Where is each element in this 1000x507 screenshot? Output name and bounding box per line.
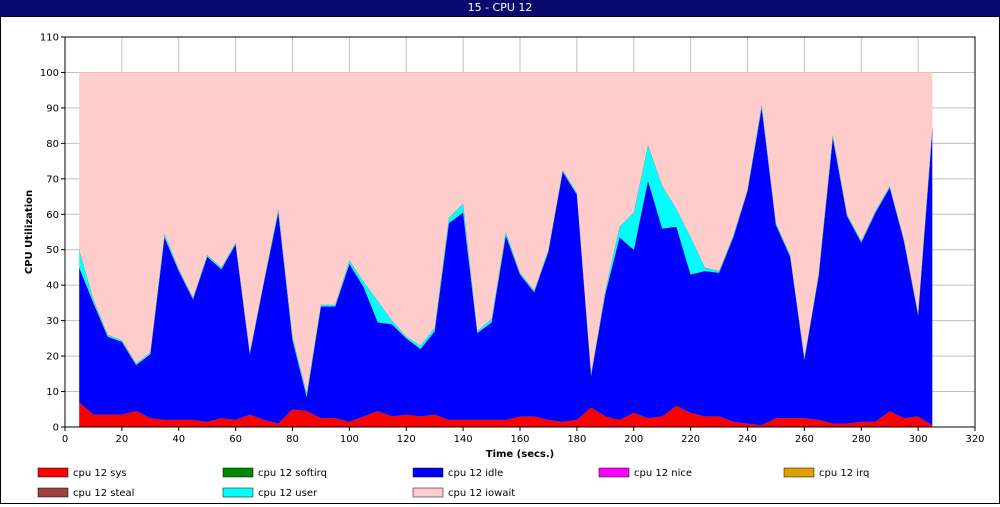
legend-label-cpu-12-softirq: cpu 12 softirq	[258, 468, 327, 479]
y-tick-label: 80	[46, 139, 59, 150]
legend-swatch-cpu-12-nice	[598, 467, 630, 478]
window-title: 15 - CPU 12	[0, 0, 1000, 16]
y-tick-label: 50	[46, 245, 59, 256]
area-cpu-12-idle	[79, 107, 933, 426]
legend-swatch-cpu-12-steal	[37, 487, 69, 498]
x-tick-label: 60	[229, 434, 242, 445]
x-tick-label: 240	[738, 434, 757, 445]
x-tick-label: 300	[909, 434, 928, 445]
legend-label-cpu-12-steal: cpu 12 steal	[73, 488, 134, 499]
legend-label-cpu-12-sys: cpu 12 sys	[73, 468, 127, 479]
y-tick-label: 20	[46, 352, 59, 363]
x-tick-labels: 0 20 40 60 80 100 120 140 160 180 200 220 240 260 280 3…	[62, 427, 985, 445]
x-tick-label: 160	[510, 434, 529, 445]
legend-label-cpu-12-iowait: cpu 12 iowait	[448, 488, 515, 499]
legend-label-cpu-12-nice: cpu 12 nice	[634, 468, 692, 479]
area-cpu-12-sys	[79, 402, 933, 427]
legend-swatch-cpu-12-user	[222, 487, 254, 498]
y-tick-label: 60	[46, 210, 59, 221]
x-tick-label: 320	[965, 434, 984, 445]
legend-swatch-cpu-12-iowait	[412, 487, 444, 498]
y-tick-label: 30	[46, 316, 59, 327]
x-tick-label: 140	[454, 434, 473, 445]
y-tick-label: 100	[40, 68, 59, 79]
x-tick-label: 220	[681, 434, 700, 445]
y-tick-label: 110	[40, 33, 59, 44]
legend-swatch-cpu-12-irq	[783, 467, 815, 478]
y-tick-label: 10	[46, 387, 59, 398]
y-axis-title: CPU Utilization	[24, 190, 35, 274]
x-tick-label: 260	[795, 434, 814, 445]
x-tick-label: 20	[116, 434, 129, 445]
legend-swatch-cpu-12-sys	[37, 467, 69, 478]
chart-frame: 0 10 20 30 40 50 60 70 80 90 100 110 0 20 40 60 80 100 12…	[0, 16, 1000, 504]
legend-swatch-cpu-12-softirq	[222, 467, 254, 478]
x-tick-label: 180	[567, 434, 586, 445]
legend-swatch-cpu-12-idle	[412, 467, 444, 478]
x-tick-label: 120	[397, 434, 416, 445]
stacked-areas	[78, 72, 933, 427]
y-tick-label: 0	[53, 423, 59, 434]
x-tick-label: 40	[172, 434, 185, 445]
y-tick-label: 70	[46, 174, 59, 185]
x-tick-label: 100	[340, 434, 359, 445]
x-tick-label: 80	[286, 434, 299, 445]
cpu-utilization-chart: 0 10 20 30 40 50 60 70 80 90 100 110 0 20 40 60 80 100 12…	[1, 17, 999, 503]
y-tick-labels: 0 10 20 30 40 50 60 70 80 90 100 110	[40, 33, 65, 434]
x-tick-label: 0	[62, 434, 68, 445]
legend-label-cpu-12-idle: cpu 12 idle	[448, 468, 503, 479]
x-tick-label: 280	[852, 434, 871, 445]
y-tick-label: 90	[46, 103, 59, 114]
legend-label-cpu-12-user: cpu 12 user	[258, 488, 318, 499]
area-cpu-12-iowait	[79, 72, 933, 394]
x-axis-title: Time (secs.)	[486, 449, 555, 460]
legend: cpu 12 sys cpu 12 softirq cpu 12 idle cpu 1…	[37, 467, 869, 499]
y-tick-label: 40	[46, 281, 59, 292]
legend-label-cpu-12-irq: cpu 12 irq	[819, 468, 869, 479]
x-tick-label: 200	[624, 434, 643, 445]
